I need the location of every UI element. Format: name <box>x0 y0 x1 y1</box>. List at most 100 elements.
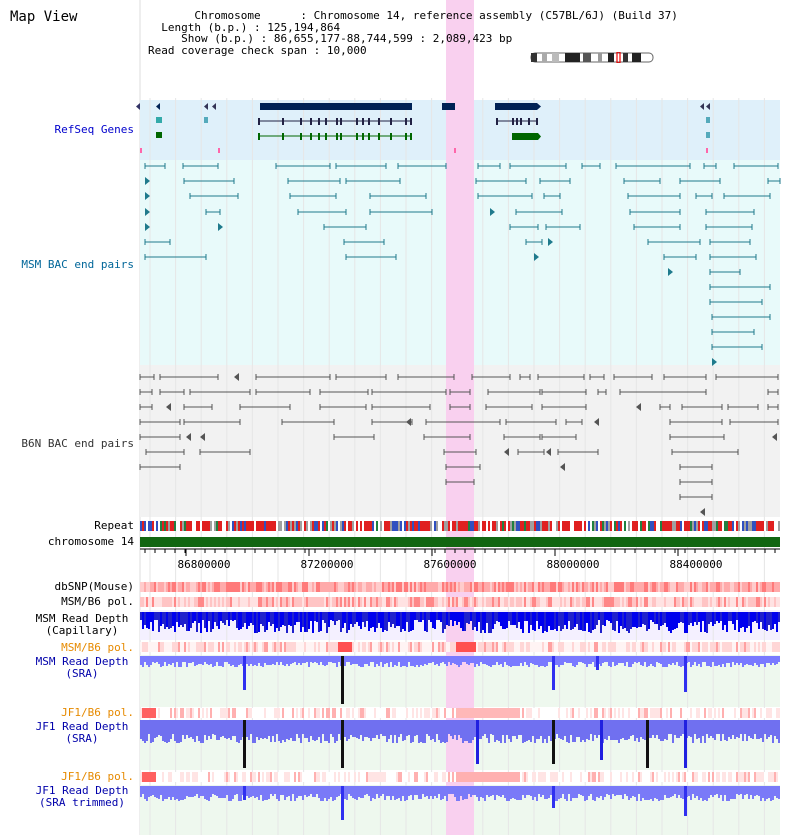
depth-cap-bar <box>344 612 346 623</box>
depth-cap-bar <box>288 612 290 625</box>
track-label-jf1-b6-pol-2[interactable]: JF1/B6 pol. <box>61 770 134 783</box>
depth-sra-bar <box>332 656 334 663</box>
track-label-msm-b6-pol-2[interactable]: MSM/B6 pol. <box>61 641 134 654</box>
repeat-cell <box>602 521 604 531</box>
msm-pol-cell <box>438 597 440 607</box>
dbsnp-cell <box>774 582 776 592</box>
depth-sra-bar <box>604 656 606 662</box>
track-label-dbsnp[interactable]: dbSNP(Mouse) <box>54 580 134 593</box>
track-label-jf1-b6-pol[interactable]: JF1/B6 pol. <box>61 706 134 719</box>
dbsnp-cell <box>384 582 386 592</box>
repeat-cell <box>598 521 600 531</box>
depth-sra-bar <box>238 656 240 665</box>
dbsnp-cell <box>334 582 336 592</box>
depth-sra-bar <box>654 656 656 667</box>
dbsnp-cell <box>526 582 528 592</box>
msm-pol-cell <box>384 597 386 607</box>
jf1-pol-cell <box>228 708 230 718</box>
track-label-msm-bac[interactable]: MSM BAC end pairs <box>21 258 134 271</box>
msm-pol-cell <box>460 597 462 607</box>
jf1-pol-cell <box>174 708 176 718</box>
depth-sra-bar <box>284 656 286 666</box>
track-label-msm-b6-pol[interactable]: MSM/B6 pol. <box>61 595 134 608</box>
track-label-msm-depth-capillary[interactable]: MSM Read Depth (Capillary) <box>35 612 129 637</box>
msm-pol-cell <box>224 597 226 607</box>
jf1-trim-bar <box>438 786 440 794</box>
jf1-sra-bar <box>530 720 532 742</box>
repeat-cell <box>614 521 616 531</box>
track-label-repeat[interactable]: Repeat <box>94 519 134 532</box>
track-label-jf1-depth-trimmed[interactable]: JF1 Read Depth (SRA trimmed) <box>35 784 129 809</box>
jf1-sra-bar <box>688 720 690 736</box>
jf1-pol2-cell <box>234 772 236 782</box>
jf1-pol-cell <box>236 708 238 718</box>
repeat-cell <box>532 521 534 531</box>
msm-pol-cell <box>158 597 160 607</box>
depth-sra-bar <box>430 656 432 663</box>
dbsnp-cell <box>362 582 364 592</box>
jf1-trim-bar <box>464 786 466 799</box>
exon <box>340 133 342 140</box>
jf1-pol2-cell <box>442 772 444 782</box>
msm-pol-cell <box>748 597 750 607</box>
dbsnp-cell <box>664 582 666 592</box>
jf1-pol2-cell <box>556 772 558 782</box>
repeat-cell <box>578 521 580 531</box>
track-label-msm-depth-sra[interactable]: MSM Read Depth (SRA) <box>35 655 129 680</box>
depth-cap-bar <box>680 612 682 622</box>
msm-pol2-cell <box>344 642 346 652</box>
jf1-pol-cell <box>272 708 274 718</box>
msm-pol2-cell <box>390 642 392 652</box>
depth-cap-bar <box>256 612 258 633</box>
depth-sra-bar <box>540 656 542 666</box>
jf1-trim-bar <box>396 786 398 799</box>
jf1-sra-bar <box>380 720 382 734</box>
jf1-trim-bar <box>424 786 426 797</box>
depth-cap-bar <box>354 612 356 624</box>
jf1-trim-bar <box>522 786 524 795</box>
dbsnp-cell <box>298 582 300 592</box>
jf1-pol2-cell <box>440 772 442 782</box>
depth-cap-bar <box>744 612 746 632</box>
depth-cap-bar <box>206 612 208 632</box>
depth-cap-bar <box>272 612 274 624</box>
msm-pol2-cell <box>584 642 586 652</box>
track-label-jf1-depth-sra[interactable]: JF1 Read Depth (SRA) <box>35 720 129 745</box>
jf1-sra-bar <box>658 720 660 739</box>
msm-pol-cell <box>588 597 590 607</box>
msm-pol-cell <box>326 597 328 607</box>
msm-pol-cell <box>370 597 372 607</box>
depth-cap-bar <box>428 612 430 620</box>
depth-cap-bar <box>770 612 772 630</box>
jf1-pol-cell <box>774 708 776 718</box>
track-label-b6n-bac[interactable]: B6N BAC end pairs <box>21 437 134 450</box>
repeat-cell <box>158 521 160 531</box>
jf1-pol-cell <box>154 708 156 718</box>
chromosome-ideogram-icon[interactable] <box>528 52 655 63</box>
dbsnp-cell <box>646 582 648 592</box>
jf1-trim-bar <box>776 786 778 798</box>
track-label-refseq[interactable]: RefSeq Genes <box>54 123 134 136</box>
depth-sra-bar <box>748 656 750 665</box>
repeat-cell <box>294 521 296 531</box>
dbsnp-cell <box>200 582 202 592</box>
jf1-pol2-cell <box>214 772 216 782</box>
repeat-cell <box>196 521 198 531</box>
jf1-pol-cell <box>632 708 634 718</box>
jf1-pol2-cell <box>746 772 748 782</box>
depth-cap-bar <box>378 612 380 623</box>
msm-pol-cell <box>414 597 416 607</box>
msm-pol2-cell <box>384 642 386 652</box>
gene-arrow <box>204 103 208 110</box>
jf1-trim-bar <box>408 786 410 796</box>
jf1-trim-bar <box>620 786 622 795</box>
jf1-sra-bar <box>736 720 738 737</box>
repeat-cell <box>702 521 704 531</box>
msm-pol-cell <box>586 597 588 607</box>
depth-sra-bar <box>618 656 620 663</box>
msm-pol-cell <box>408 597 410 607</box>
jf1-pol-cell <box>254 708 256 718</box>
depth-cap-bar <box>670 612 672 633</box>
depth-sra-bar <box>676 656 678 662</box>
jf1-sra-bar <box>572 720 574 742</box>
